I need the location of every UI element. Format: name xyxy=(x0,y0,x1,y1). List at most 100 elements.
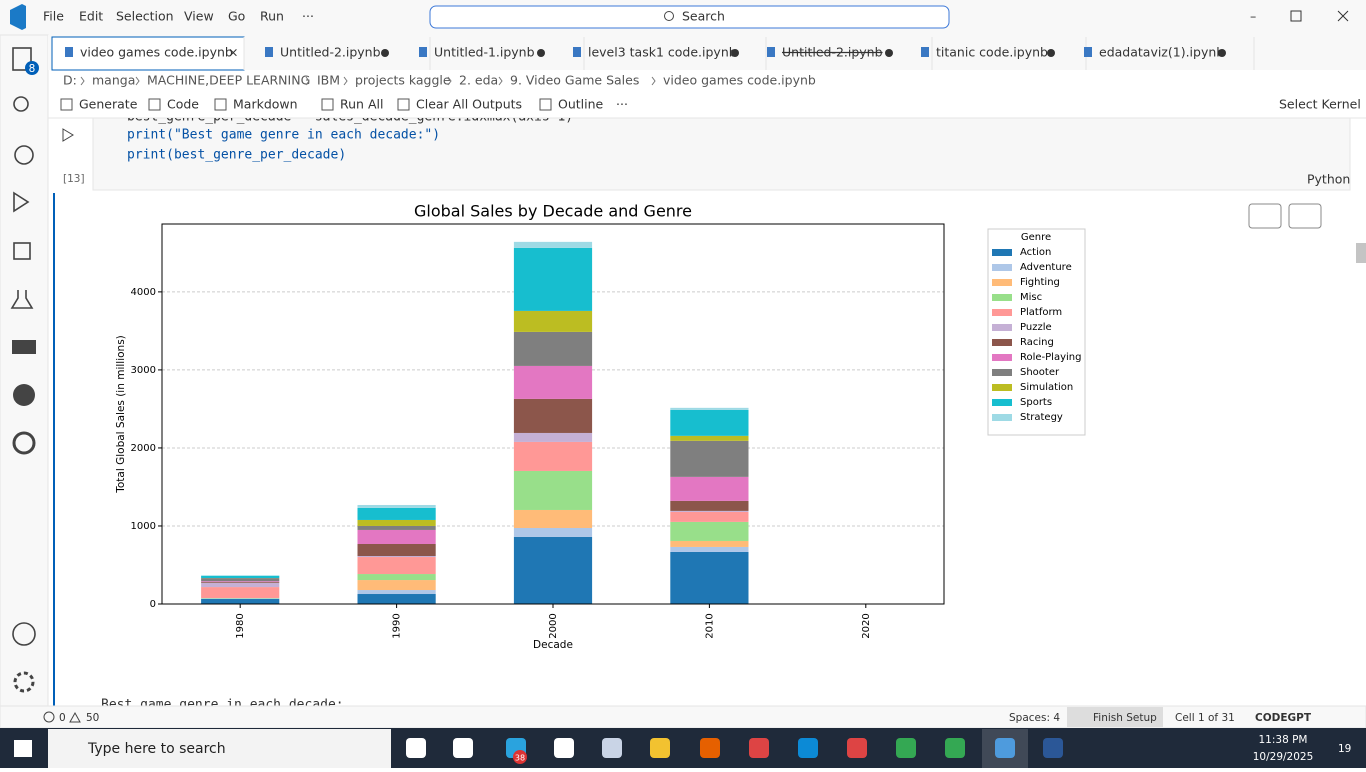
legend-label: Adventure xyxy=(1020,262,1072,273)
menu-item[interactable]: ··· xyxy=(302,9,314,24)
bar-segment xyxy=(358,557,436,574)
toolbar-button[interactable]: Outline xyxy=(558,97,604,112)
legend-swatch xyxy=(992,324,1012,331)
taskbar-app[interactable] xyxy=(406,738,426,758)
legend-label: Racing xyxy=(1020,337,1054,348)
tab-dirty[interactable] xyxy=(381,49,389,57)
tab-dirty[interactable] xyxy=(1218,49,1226,57)
breadcrumb-chevron xyxy=(344,77,347,85)
toolbar-button[interactable]: Markdown xyxy=(233,97,298,112)
clock-time[interactable]: 11:38 PM xyxy=(1259,734,1308,746)
menu-item[interactable]: File xyxy=(43,9,64,24)
toolbar-icon xyxy=(322,99,333,110)
tab-title[interactable]: Untitled-1.ipynb xyxy=(434,45,535,60)
menu-item[interactable]: Run xyxy=(260,9,284,24)
warning-count[interactable]: 50 xyxy=(86,712,99,724)
legend-swatch xyxy=(992,339,1012,346)
breadcrumb[interactable]: IBM xyxy=(317,73,340,88)
indentation[interactable]: Spaces: 4 xyxy=(1009,712,1060,724)
breadcrumb[interactable]: 9. Video Game Sales xyxy=(510,73,639,88)
breadcrumb[interactable]: projects kaggle xyxy=(355,73,451,88)
taskbar-app[interactable] xyxy=(945,738,965,758)
toolbar-icon xyxy=(215,99,226,110)
toolbar-button[interactable]: Run All xyxy=(340,97,383,112)
cell-language[interactable]: Python xyxy=(1307,172,1350,187)
tab-title[interactable]: video games code.ipynb xyxy=(80,45,233,60)
finish-setup[interactable]: Finish Setup xyxy=(1093,712,1157,724)
taskbar-app[interactable] xyxy=(602,738,622,758)
bar-segment xyxy=(514,332,592,366)
bar-segment xyxy=(201,582,279,583)
taskbar-app[interactable] xyxy=(554,738,574,758)
error-count[interactable]: 0 xyxy=(59,712,66,724)
legend-label: Role-Playing xyxy=(1020,352,1081,363)
scrollbar-thumb[interactable] xyxy=(1356,243,1366,263)
tab-title[interactable]: Untitled-2.ipynb xyxy=(280,45,381,60)
codegpt-status[interactable]: CODEGPT xyxy=(1255,712,1312,724)
menu-item[interactable]: Selection xyxy=(116,9,174,24)
search-label[interactable]: Search xyxy=(682,9,725,24)
run-cell-button[interactable] xyxy=(63,129,73,141)
taskbar-app[interactable] xyxy=(700,738,720,758)
tab-dirty[interactable] xyxy=(885,49,893,57)
copy-output-button[interactable] xyxy=(1249,204,1281,228)
tab-dirty[interactable] xyxy=(537,49,545,57)
bar-segment xyxy=(514,510,592,528)
breadcrumb[interactable]: D: xyxy=(63,73,77,88)
menu-item[interactable]: View xyxy=(184,9,214,24)
breadcrumb[interactable]: video games code.ipynb xyxy=(663,73,816,88)
select-kernel[interactable]: Select Kernel xyxy=(1279,97,1361,112)
tab-title[interactable]: edadataviz(1).ipynb xyxy=(1099,45,1224,60)
window-minimize[interactable]: – xyxy=(1250,9,1256,24)
toolbar-button[interactable]: Generate xyxy=(79,97,138,112)
tab-dirty[interactable] xyxy=(1047,49,1055,57)
taskbar-app[interactable] xyxy=(1043,738,1063,758)
codegpt-icon[interactable] xyxy=(12,340,36,354)
code-line: print(best_genre_per_decade) xyxy=(127,148,346,163)
bar-segment xyxy=(670,541,748,547)
x-tick-label: 2000 xyxy=(548,613,559,638)
taskbar-app[interactable] xyxy=(847,738,867,758)
cell-position[interactable]: Cell 1 of 31 xyxy=(1175,712,1235,724)
breadcrumb-chevron xyxy=(136,77,139,85)
bar-segment xyxy=(514,399,592,433)
bar-segment xyxy=(358,530,436,544)
tab-title[interactable]: level3 task1 code.ipynb xyxy=(588,45,737,60)
code-line: print("Best game genre in each decade:") xyxy=(127,128,440,143)
menu-item[interactable]: Edit xyxy=(79,9,103,24)
y-axis-label: Total Global Sales (in millions) xyxy=(115,335,127,494)
tab-title[interactable]: Untitled-2.ipynb xyxy=(782,45,883,60)
clock-date[interactable]: 10/29/2025 xyxy=(1253,751,1314,763)
start-button[interactable] xyxy=(14,740,32,757)
legend-swatch xyxy=(992,279,1012,286)
x-tick-label: 1990 xyxy=(392,613,403,638)
legend-label: Puzzle xyxy=(1020,322,1052,333)
taskbar-app[interactable] xyxy=(650,738,670,758)
y-tick-label: 0 xyxy=(150,599,156,610)
tab-close[interactable]: × xyxy=(228,45,238,60)
breadcrumb[interactable]: 2. eda xyxy=(459,73,498,88)
tab-dirty[interactable] xyxy=(731,49,739,57)
save-output-button[interactable] xyxy=(1289,204,1321,228)
taskbar-search-text[interactable]: Type here to search xyxy=(87,741,226,757)
menu-item[interactable]: Go xyxy=(228,9,245,24)
bar-segment xyxy=(670,512,748,522)
bar-segment xyxy=(201,576,279,578)
tab-title[interactable]: titanic code.ipynb xyxy=(936,45,1048,60)
breadcrumb[interactable]: manga xyxy=(92,73,135,88)
breadcrumb[interactable]: MACHINE,DEEP LEARNING xyxy=(147,73,310,88)
bar-segment xyxy=(514,537,592,604)
python-icon[interactable] xyxy=(13,384,35,406)
taskbar-app[interactable] xyxy=(798,738,818,758)
taskbar-app[interactable] xyxy=(453,738,473,758)
toolbar-button[interactable]: Code xyxy=(167,97,199,112)
bar-segment xyxy=(514,471,592,510)
notification-count[interactable]: 19 xyxy=(1338,743,1351,755)
legend-swatch xyxy=(992,249,1012,256)
taskbar-app[interactable] xyxy=(896,738,916,758)
toolbar-icon xyxy=(149,99,160,110)
toolbar-button[interactable]: ··· xyxy=(616,97,628,112)
toolbar-button[interactable]: Clear All Outputs xyxy=(416,97,522,112)
y-tick-label: 4000 xyxy=(131,287,156,298)
taskbar-app[interactable] xyxy=(749,738,769,758)
